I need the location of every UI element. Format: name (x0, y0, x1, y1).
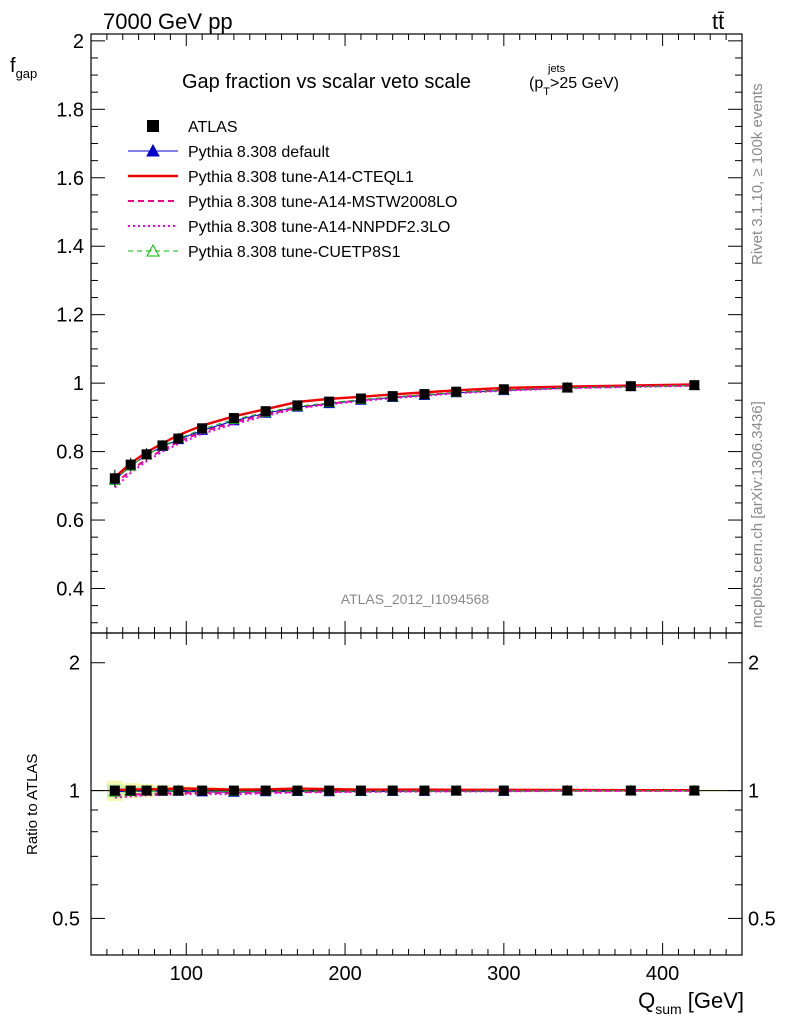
ratio-frame (90, 632, 743, 956)
y-tick-label: 1.2 (56, 305, 84, 327)
x-tick-label: 200 (328, 963, 361, 985)
ratio-atlas-point (562, 785, 573, 796)
atlas-data-point (173, 433, 184, 444)
atlas-data-point (109, 473, 120, 484)
atlas-data-point (689, 380, 700, 391)
x-tick-label: 400 (646, 963, 679, 985)
x-axis-label: Qsum [GeV] (638, 988, 744, 1017)
ratio-atlas-point (157, 785, 168, 796)
ratio-atlas-point (355, 785, 366, 796)
x-axis-label-unit: [GeV] (682, 988, 744, 1013)
y-tick-label: 1 (73, 373, 84, 395)
atlas-data-point (141, 449, 152, 460)
atlas-data-point (355, 393, 366, 404)
ratio-atlas-point (197, 785, 208, 796)
atlas-data-point (197, 423, 208, 434)
cut-sup: jets (547, 63, 566, 75)
legend-atlas-marker (147, 120, 159, 132)
legend-marker (146, 143, 160, 157)
atlas-data-point (324, 396, 335, 407)
ratio-atlas-point (109, 785, 120, 796)
x-tick-label: 300 (487, 963, 520, 985)
collision-label: 7000 GeV pp (103, 9, 233, 34)
atlas-data-point (125, 459, 136, 470)
y-axis-label-main: f (10, 55, 16, 77)
chart-title: Gap fraction vs scalar veto scale (182, 71, 471, 93)
cut-sub: T (543, 86, 550, 98)
y-tick-label: 0.8 (56, 442, 84, 464)
ratio-atlas-point (387, 785, 398, 796)
ratio-atlas-point (419, 785, 430, 796)
mcplots-label: mcplots.cern.ch [arXiv:1306.3436] (749, 401, 766, 628)
rivet-version-label: Rivet 3.1.10, ≥ 100k events (749, 83, 766, 265)
legend-entry-label: Pythia 8.308 tune-A14-MSTW2008LO (188, 194, 457, 211)
atlas-data-point (625, 381, 636, 392)
legend-entry-label: Pythia 8.308 tune-CUETP8S1 (188, 244, 401, 261)
y-tick-label: 1.6 (56, 168, 84, 190)
ratio-atlas-point (689, 785, 700, 796)
ratio-y-tick-label-right: 0.5 (748, 908, 776, 930)
ratio-atlas-point (228, 785, 239, 796)
atlas-data-point (419, 389, 430, 400)
x-axis-label-sub: sum (655, 1001, 681, 1017)
chart-title-main: Gap fraction vs scalar veto scale (182, 71, 471, 93)
analysis-watermark: ATLAS_2012_I1094568 (341, 591, 490, 607)
ratio-y-axis-label: Ratio to ATLAS (24, 754, 41, 855)
ratio-atlas-point (451, 785, 462, 796)
atlas-data-point (498, 384, 509, 395)
ratio-y-tick-label: 2 (69, 653, 80, 675)
ratio-atlas-point (173, 785, 184, 796)
series-4-line (114, 384, 695, 489)
series-3-line (114, 384, 695, 485)
legend-entry-label: Pythia 8.308 tune-A14-NNPDF2.3LO (188, 219, 450, 236)
ratio-y-tick-label: 1 (69, 781, 80, 803)
ratio-atlas-point (260, 785, 271, 796)
cut-close: >25 GeV) (550, 75, 619, 92)
legend-entry-label: ATLAS (188, 119, 238, 136)
atlas-data-point (562, 382, 573, 393)
x-tick-label: 100 (170, 963, 203, 985)
ratio-y-tick-label-right: 1 (748, 781, 759, 803)
chart-title-cut: (pT>25 GeV) (529, 75, 619, 98)
ratio-atlas-point (292, 785, 303, 796)
atlas-data-point (228, 413, 239, 424)
cut-open: (p (529, 75, 543, 92)
atlas-data-point (387, 391, 398, 402)
ratio-atlas-point (498, 785, 509, 796)
legend-entry-label: Pythia 8.308 default (188, 144, 330, 161)
y-tick-label: 0.6 (56, 510, 84, 532)
plot-layer: 100 200 300 400 0.4 0.6 0.8 1 1.2 1.4 1.6 1.8 2 0.5 0.… (52, 31, 776, 985)
atlas-data-point (157, 440, 168, 451)
x-axis-label-main: Q (638, 988, 655, 1013)
ratio-atlas-point (141, 785, 152, 796)
ratio-atlas-point (324, 785, 335, 796)
y-tick-label: 2 (73, 31, 84, 53)
y-tick-label: 1.4 (56, 236, 84, 258)
process-label: tt̄ (712, 9, 724, 34)
legend-marker (146, 243, 160, 257)
ratio-y-tick-label-right: 2 (748, 653, 759, 675)
y-tick-label: 1.8 (56, 99, 84, 121)
ratio-atlas-point (125, 785, 136, 796)
y-tick-label: 0.4 (56, 579, 84, 601)
ratio-atlas-point (625, 785, 636, 796)
y-axis-label-sub: gap (16, 66, 38, 81)
atlas-data-point (260, 406, 271, 417)
legend-entry-label: Pythia 8.308 tune-A14-CTEQL1 (188, 169, 414, 186)
y-axis-label: fgap (10, 55, 37, 81)
ratio-y-tick-label: 0.5 (52, 908, 80, 930)
atlas-data-point (292, 400, 303, 411)
atlas-data-point (451, 386, 462, 397)
